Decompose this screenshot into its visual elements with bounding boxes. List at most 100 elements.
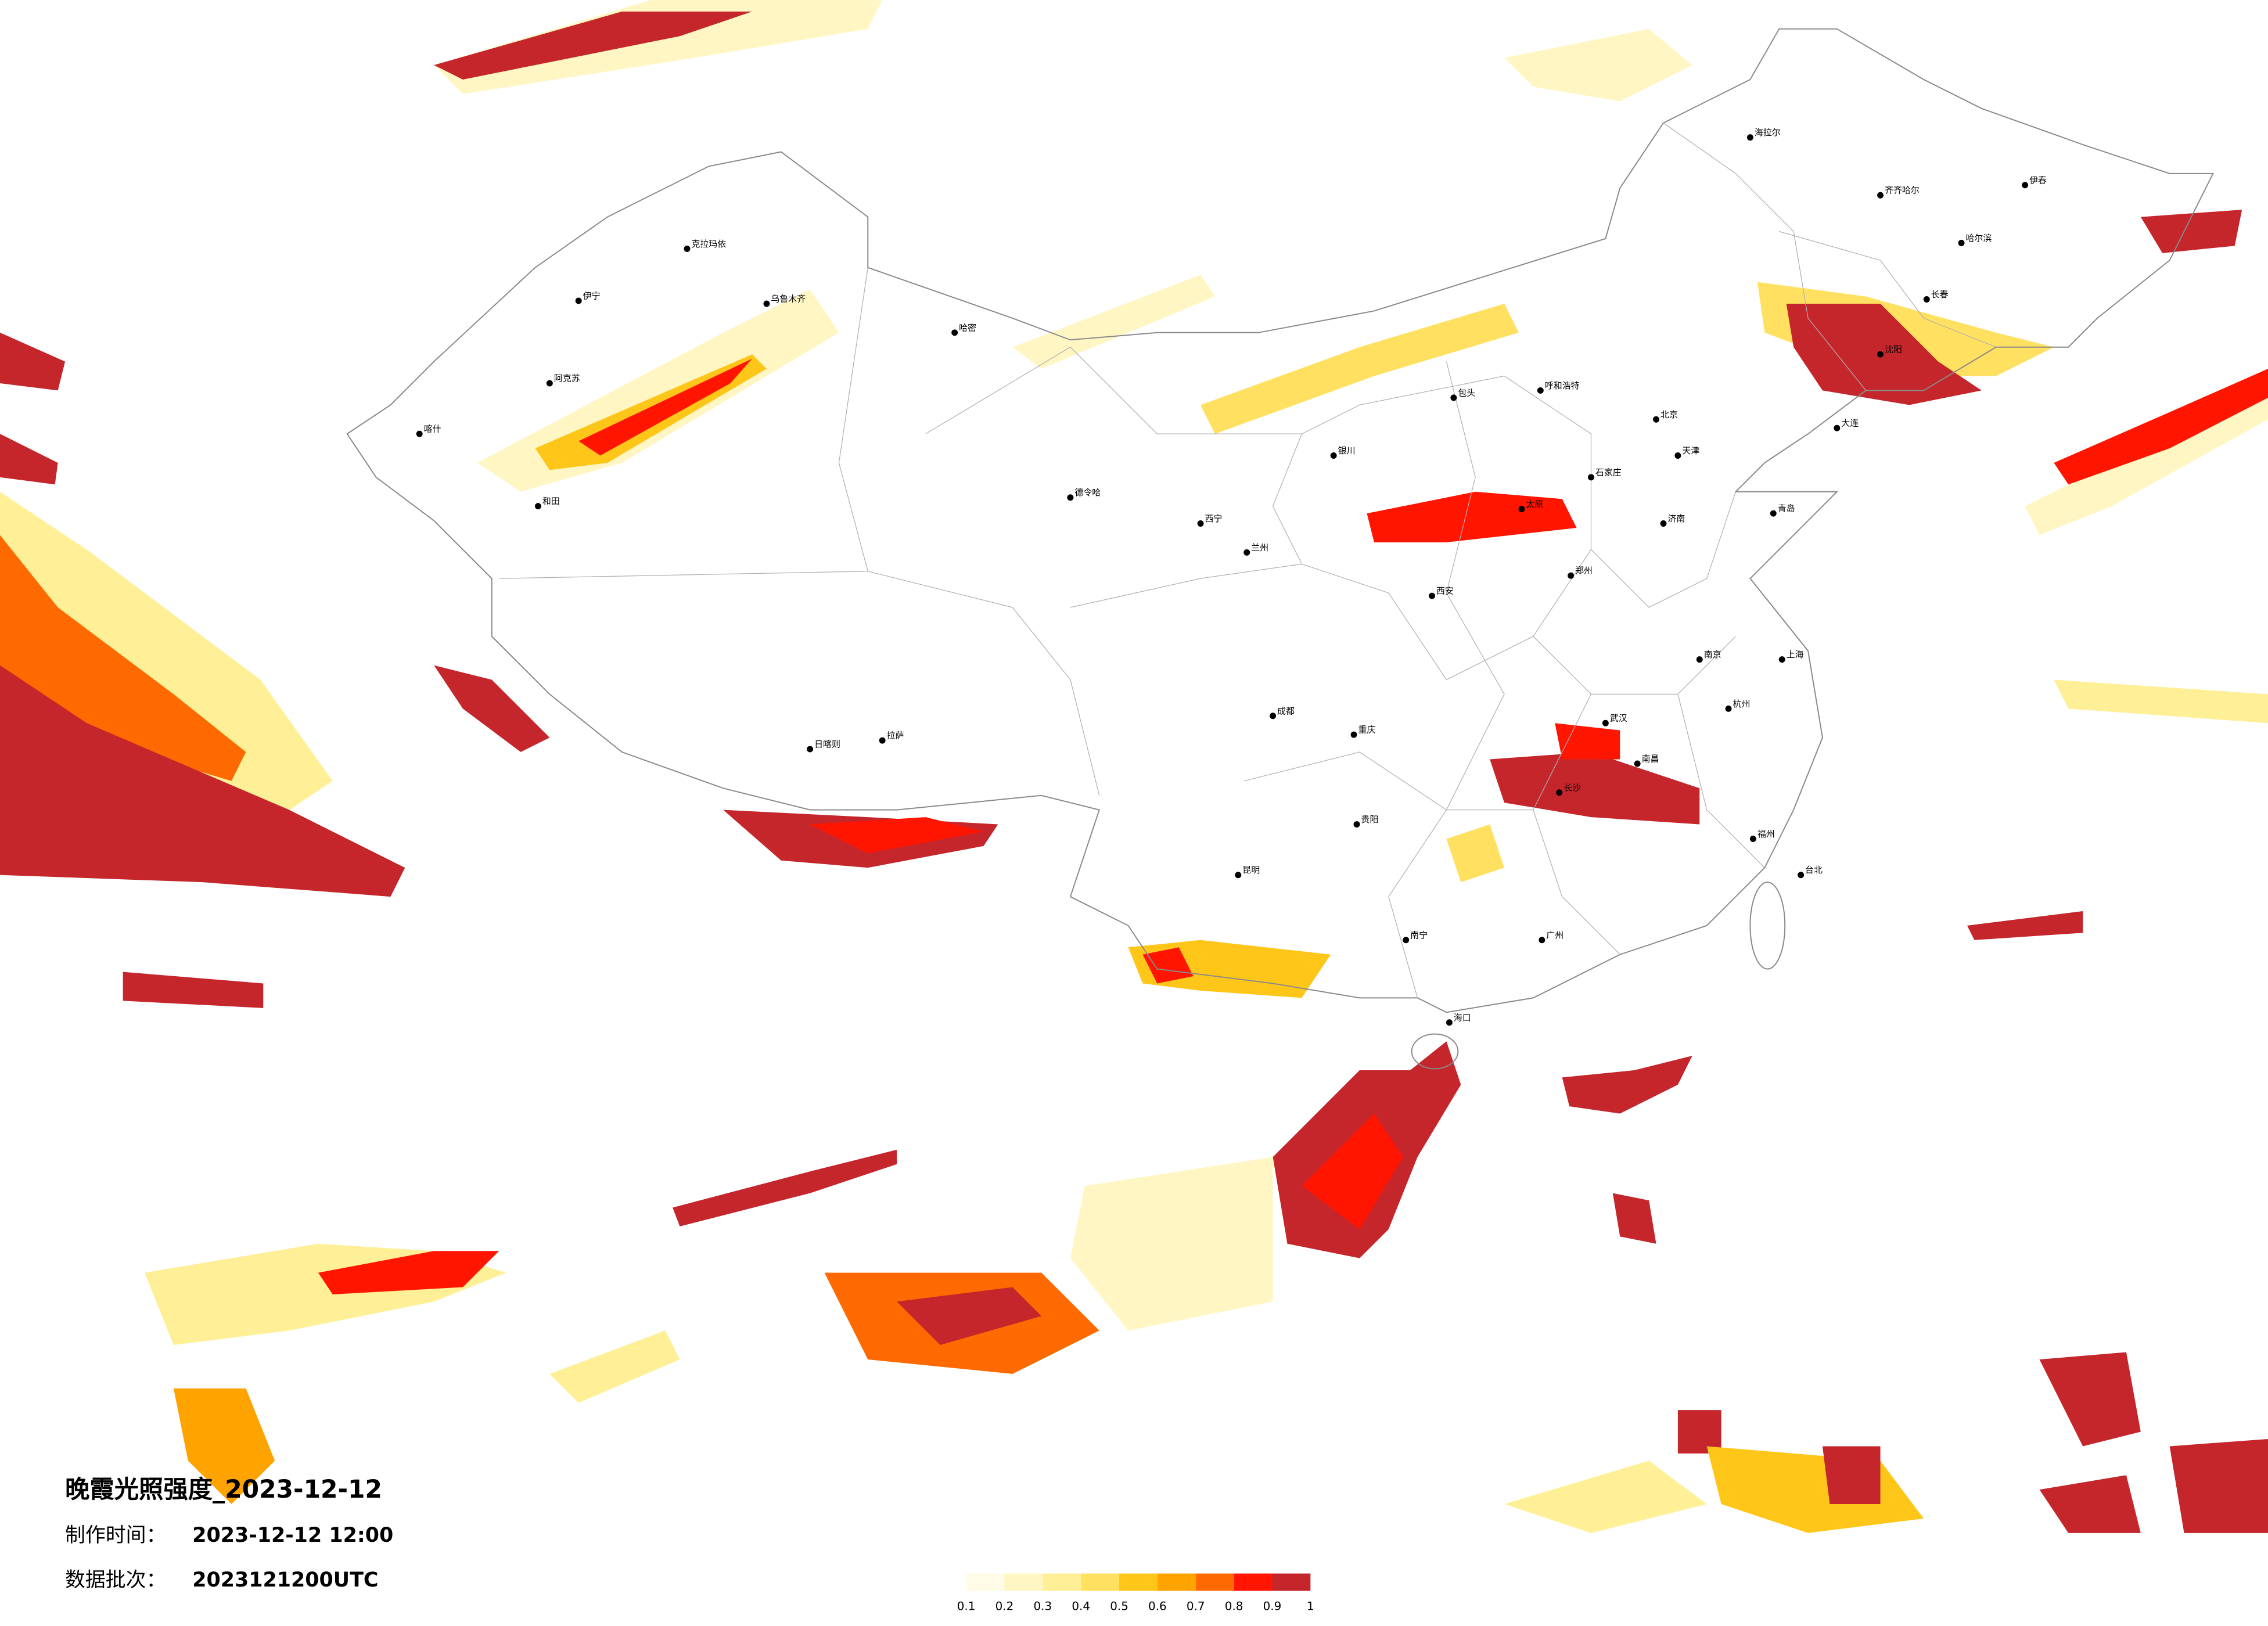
city-dot <box>1450 394 1457 401</box>
city-label: 呼和浩特 <box>1545 380 1580 391</box>
province-borders <box>499 123 1997 998</box>
city-label: 南宁 <box>1410 930 1428 940</box>
city-dot <box>1834 425 1841 431</box>
heat-patch <box>810 817 984 854</box>
heat-patch <box>1706 1446 1924 1533</box>
city-label: 伊宁 <box>583 291 601 301</box>
colorbar-tick-label: 0.8 <box>1225 1599 1243 1613</box>
heat-patch <box>1367 491 1577 542</box>
heat-patch <box>2169 1438 2268 1533</box>
colorbar-segment <box>1234 1573 1273 1591</box>
city-label: 哈密 <box>959 322 976 333</box>
heat-patch <box>1142 947 1194 984</box>
city-label: 南京 <box>1704 649 1721 660</box>
city-dot <box>1634 760 1641 767</box>
city-dot <box>1696 656 1703 663</box>
city-dot <box>1350 731 1357 738</box>
city-dot <box>1798 872 1805 879</box>
city-dot <box>1429 592 1436 599</box>
city-dot <box>1674 452 1681 459</box>
city-label: 喀什 <box>424 424 441 434</box>
city-dot <box>1725 705 1732 712</box>
heat-patch <box>1302 1113 1403 1229</box>
city-dot <box>1197 520 1204 527</box>
city-label: 兰州 <box>1251 542 1268 553</box>
city-dot <box>763 300 770 307</box>
heat-patch <box>0 332 66 391</box>
colorbar-tick-label: 0.4 <box>1072 1599 1090 1613</box>
heat-patch <box>434 665 550 753</box>
city-label: 西宁 <box>1205 513 1223 524</box>
heat-patch <box>434 0 883 94</box>
city-dot <box>807 746 814 753</box>
city-label: 拉萨 <box>887 731 904 741</box>
city-label: 郑州 <box>1575 566 1593 576</box>
city-label: 海口 <box>1454 1012 1471 1023</box>
city-label: 青岛 <box>1778 503 1795 514</box>
city-dot <box>575 297 582 304</box>
heat-patch <box>1504 1460 1707 1533</box>
city-label: 太原 <box>1526 499 1543 509</box>
city-label: 天津 <box>1682 445 1699 456</box>
heat-patch <box>578 358 753 456</box>
heat-patch <box>1967 911 2083 940</box>
city-label: 克拉玛依 <box>691 239 726 249</box>
city-label: 海拉尔 <box>1755 127 1781 138</box>
city-label: 齐齐哈尔 <box>1885 185 1920 196</box>
city-label: 台北 <box>1805 865 1823 875</box>
heat-patch <box>897 1287 1042 1346</box>
batch-label: 数据批次： <box>65 1569 166 1592</box>
city-dot <box>1243 549 1250 556</box>
city-dot <box>1770 510 1777 517</box>
city-dot <box>1778 656 1785 663</box>
city-dot <box>546 380 553 387</box>
city-dot <box>1749 835 1756 842</box>
heat-patch <box>1562 1056 1692 1114</box>
heat-patch <box>0 665 405 897</box>
colorbar-tick-label: 0.1 <box>957 1599 976 1613</box>
city-label: 贵阳 <box>1361 814 1378 825</box>
heat-layer <box>0 0 2268 1533</box>
map-title: 晚霞光照强度_2023-12-12 <box>65 1475 382 1503</box>
colorbar-segment <box>966 1573 1005 1591</box>
city-label: 银川 <box>1338 445 1356 456</box>
colorbar-tick-label: 1 <box>1307 1599 1314 1613</box>
city-dot <box>1746 134 1753 141</box>
city-dot <box>1958 239 1965 246</box>
heat-patch <box>477 289 839 492</box>
colorbar-tick-label: 0.6 <box>1148 1599 1167 1613</box>
city-dot <box>684 245 691 252</box>
city-label: 北京 <box>1660 409 1678 420</box>
heat-patch <box>1446 824 1505 883</box>
colorbar-segment <box>1004 1573 1043 1591</box>
city-label: 成都 <box>1277 706 1295 716</box>
city-label: 济南 <box>1667 513 1685 524</box>
hainan-border <box>1411 1033 1459 1070</box>
colorbar-tick-label: 0.5 <box>1110 1599 1128 1613</box>
city-label: 沈阳 <box>1885 344 1902 355</box>
city-dot <box>1653 416 1660 423</box>
city-label: 长沙 <box>1563 782 1581 793</box>
city-label: 包头 <box>1458 387 1475 398</box>
city-dot <box>2022 182 2029 189</box>
colorbar-segment <box>1081 1573 1120 1591</box>
made-label: 制作时间： <box>65 1524 166 1547</box>
heat-patch <box>0 535 246 781</box>
city-dot <box>1923 296 1930 303</box>
city-label: 武汉 <box>1610 713 1627 724</box>
taiwan-border <box>1749 882 1786 970</box>
heat-patch <box>1612 1193 1656 1244</box>
heat-patch <box>1490 752 1700 825</box>
city-label: 长春 <box>1931 289 1949 300</box>
city-dot <box>1353 821 1360 828</box>
colorbar-tick-label: 0.9 <box>1263 1599 1282 1613</box>
city-label: 广州 <box>1546 930 1563 940</box>
city-label: 石家庄 <box>1595 467 1622 477</box>
city-dot <box>951 329 958 336</box>
colorbar-tick-label: 0.7 <box>1187 1599 1205 1613</box>
heat-patch <box>549 1330 680 1403</box>
colorbar-segment <box>1157 1573 1196 1591</box>
city-label: 福州 <box>1757 829 1775 839</box>
